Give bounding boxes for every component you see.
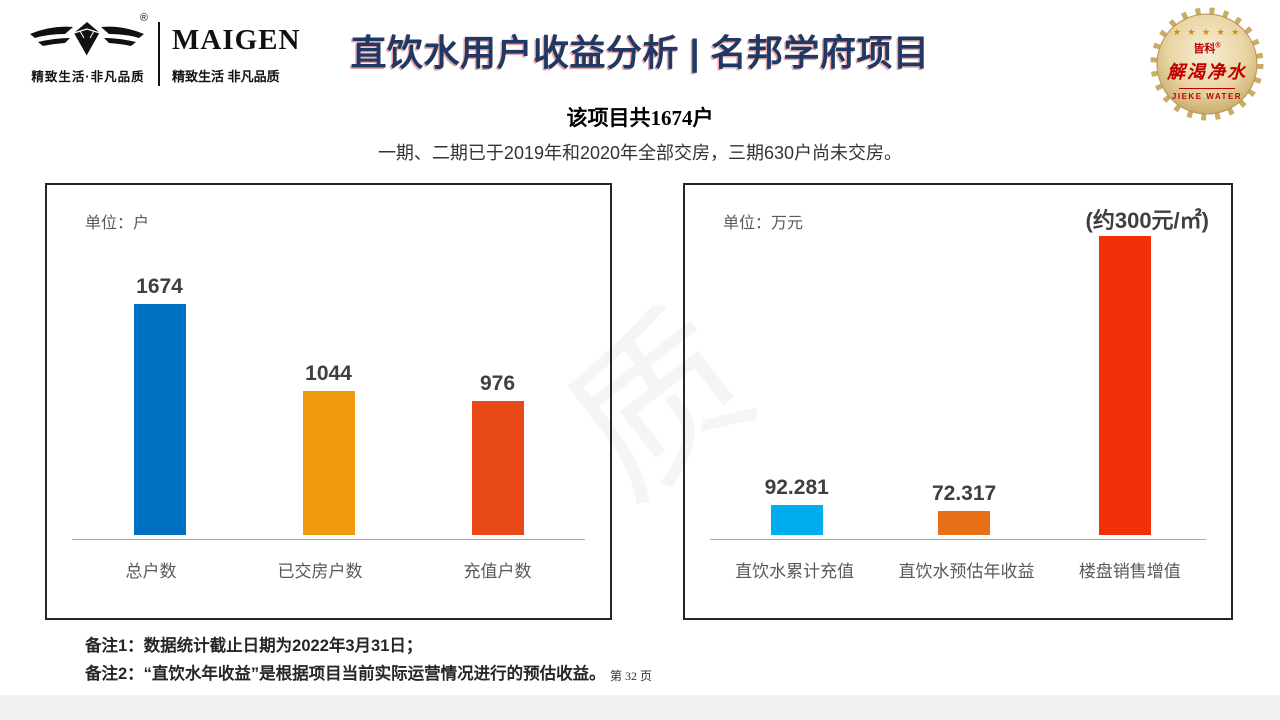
bar-group: 92.281 (765, 476, 829, 535)
bar-group (1099, 236, 1152, 535)
bars: 92.281 72.317 (713, 225, 1203, 535)
bar-group: 976 (471, 372, 524, 535)
header-divider (158, 22, 160, 86)
bar-group: 72.317 (932, 482, 996, 535)
intro-headline: 该项目共1674户 (566, 106, 714, 130)
unit-label: 单位：户 (85, 215, 150, 232)
bar-group: 1044 (302, 362, 355, 535)
bar-group: 1674 (133, 275, 186, 535)
brand-name: MAIGEN (172, 24, 301, 56)
category-label: 充值户数 (463, 562, 532, 581)
brand-tagline: 精致生活 非凡品质 (172, 69, 280, 84)
chart-revenue: 单位：万元 (约300元/㎡) 92.281 72.317 直饮水累计充值 直饮水预… (683, 183, 1233, 620)
intro-subline: 一期、二期已于2019年和2020年全部交房，三期630户尚未交房。 (377, 143, 903, 163)
category-labels: 直饮水累计充值 直饮水预估年收益 楼盘销售增值 (713, 557, 1203, 582)
category-label: 楼盘销售增值 (1078, 562, 1181, 581)
bars: 1674 1044 976 (75, 225, 582, 535)
category-label: 已交房户数 (277, 562, 363, 581)
bar (133, 304, 186, 535)
category-label: 总户数 (125, 562, 177, 581)
maigen-logo-block: ® 精致生活·非凡品质 (28, 12, 148, 85)
page-number: 第 32 页 (610, 669, 653, 683)
bar (471, 401, 524, 535)
bar-value-label: 1674 (136, 275, 183, 298)
bar (938, 511, 991, 535)
x-axis-line (72, 539, 585, 540)
logo-tagline: 精致生活·非凡品质 (31, 70, 145, 84)
bar-value-label: 92.281 (764, 476, 829, 499)
brand-block: MAIGEN 精致生活 非凡品质 (172, 24, 301, 85)
badge-company: 皆科® (1193, 42, 1221, 55)
bar-value-label: 1044 (305, 362, 352, 385)
badge-rule (1179, 88, 1235, 89)
badge-english-name: JIEKE WATER (1171, 92, 1243, 101)
badge-name: 解渴净水 (1167, 62, 1247, 82)
badge-stars-icon: ★ ★ ★ ★ ★ (1172, 27, 1242, 37)
footnote-2: 备注2：“直饮水年收益”是根据项目当前实际运营情况进行的预估收益。 (85, 665, 606, 683)
bottle-cap-icon (1150, 7, 1264, 121)
bar-value-label: 976 (479, 372, 516, 395)
diamond-wings-logo-icon: ® (28, 12, 148, 60)
jieke-water-badge: ★ ★ ★ ★ ★ 皆科® 解渴净水 JIEKE WATER (1150, 7, 1264, 121)
category-labels: 总户数 已交房户数 充值户数 (75, 557, 582, 582)
bar-value-label: 72.317 (931, 482, 997, 505)
bar (770, 505, 823, 535)
unit-label: 单位：万元 (723, 215, 804, 232)
x-axis-line (710, 539, 1206, 540)
footnote-1: 备注1：数据统计截止日期为2022年3月31日； (85, 637, 423, 655)
bottom-margin (0, 695, 1280, 720)
registered-trademark-icon: ® (139, 12, 148, 24)
bar (1099, 236, 1152, 535)
chart-annotation: (约300元/㎡) (1085, 208, 1209, 233)
badge-text: ★ ★ ★ ★ ★ 皆科® 解渴净水 JIEKE WATER (1150, 7, 1264, 121)
category-label: 直饮水累计充值 (735, 562, 855, 581)
category-label: 直饮水预估年收益 (898, 562, 1035, 581)
bar (302, 391, 355, 535)
badge-registered-mark: ® (1215, 42, 1221, 50)
chart-households: 单位：户 1674 1044 976 总户数 已交房户数 充值户数 (45, 183, 612, 620)
page-title: 直饮水用户收益分析 | 名邦学府项目 (350, 32, 930, 73)
